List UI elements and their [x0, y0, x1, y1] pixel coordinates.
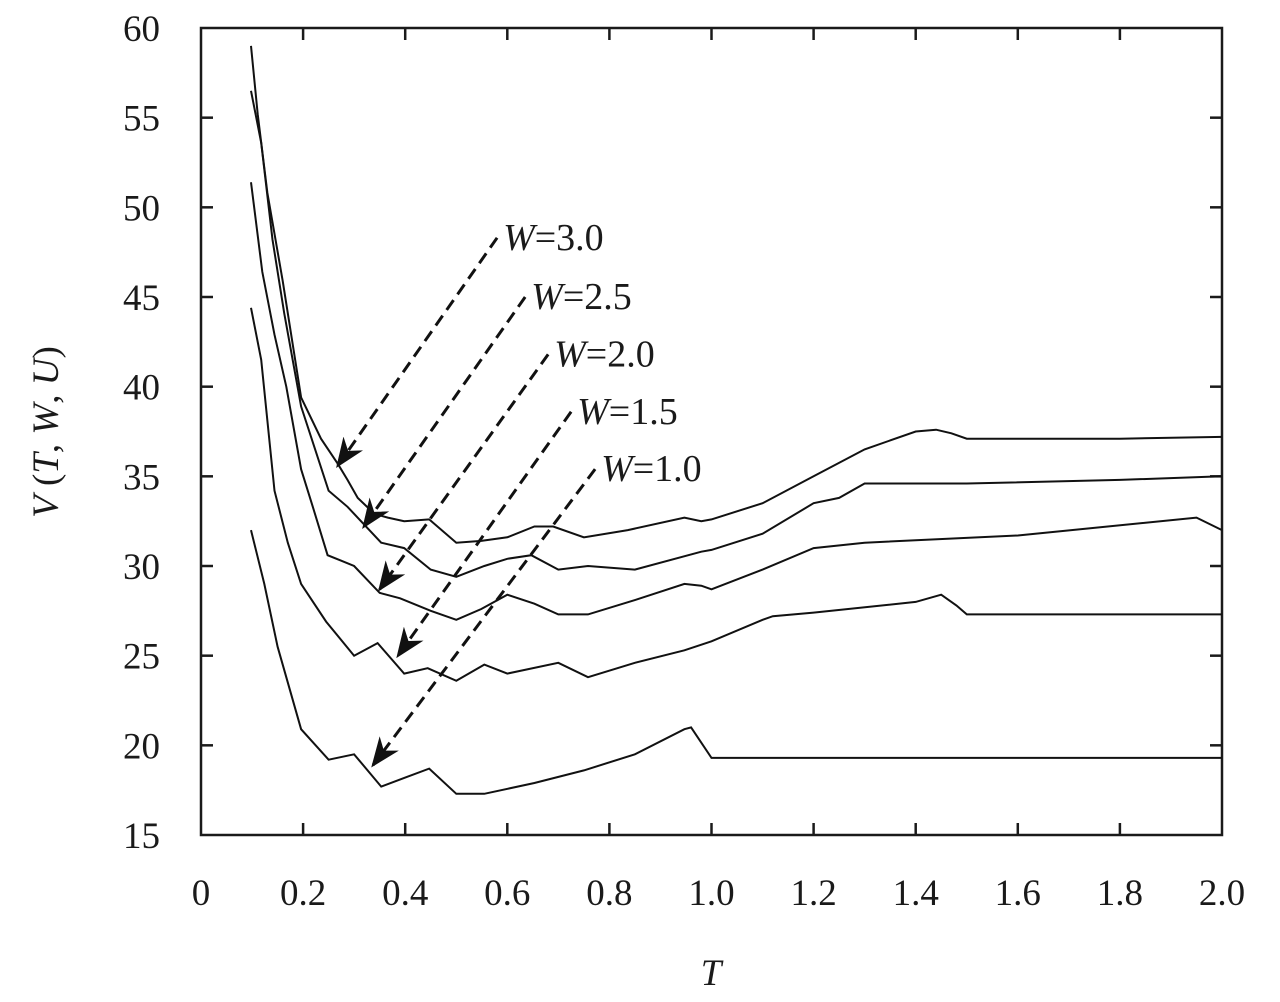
x-tick-label: 0.4	[382, 873, 428, 914]
x-tick-labels: 0 0.2 0.4 0.6 0.8 1.0 1.2 1.4 1.6 1.8 2.0	[192, 873, 1245, 914]
x-tick-label: 0	[192, 873, 211, 914]
series-annotation-label: W=2.0	[554, 333, 655, 375]
y-tick-label: 30	[123, 547, 160, 588]
y-tick-label: 45	[123, 278, 160, 319]
series-line-w-1.0	[250, 529, 1222, 795]
plot-frame	[199, 26, 1224, 837]
annotation-arrow	[371, 468, 597, 768]
annotation-arrow	[396, 410, 573, 659]
annotation-arrow	[362, 296, 527, 530]
x-tick-label: 2.0	[1199, 873, 1245, 914]
series-annotation-label: W=1.0	[601, 448, 702, 490]
series-line-w-2.5	[250, 90, 1223, 578]
x-axis-label: T	[701, 953, 724, 994]
y-tick-label: 50	[123, 188, 160, 229]
x-tick-label: 1.0	[688, 873, 734, 914]
y-axis-label: V (T, W, U)	[26, 346, 67, 518]
x-tick-label: 0.6	[484, 873, 530, 914]
y-tick-label: 40	[123, 368, 160, 409]
annotation-labels: W=3.0 W=2.5 W=2.0 W=1.5 W=1.0	[503, 217, 702, 490]
series-line-w-1.5	[250, 307, 1222, 682]
y-tick-label: 15	[123, 816, 160, 857]
y-tick-label: 20	[123, 726, 160, 767]
annotation-arrow	[377, 353, 550, 592]
series-line-w-3.0	[250, 45, 1223, 544]
ticks	[201, 28, 1222, 835]
x-tick-label: 1.4	[893, 873, 939, 914]
y-tick-label: 55	[123, 99, 160, 140]
x-tick-label: 0.2	[280, 873, 326, 914]
series-line-w-2.0	[250, 182, 1223, 621]
y-tick-label: 25	[123, 637, 160, 678]
annotation-arrow	[336, 236, 499, 469]
y-tick-label: 35	[123, 457, 160, 498]
x-tick-label: 0.8	[586, 873, 632, 914]
x-tick-label: 1.2	[790, 873, 836, 914]
series-lines	[250, 45, 1223, 795]
series-annotation-label: W=3.0	[503, 217, 604, 259]
y-tick-labels: 15 20 25 30 35 40 45 50 55 60	[123, 9, 160, 857]
x-tick-label: 1.6	[995, 873, 1041, 914]
y-tick-label: 60	[123, 9, 160, 50]
x-tick-label: 1.8	[1097, 873, 1143, 914]
annotation-arrows	[336, 236, 597, 768]
series-annotation-label: W=1.5	[577, 391, 678, 433]
series-annotation-label: W=2.5	[531, 276, 632, 318]
